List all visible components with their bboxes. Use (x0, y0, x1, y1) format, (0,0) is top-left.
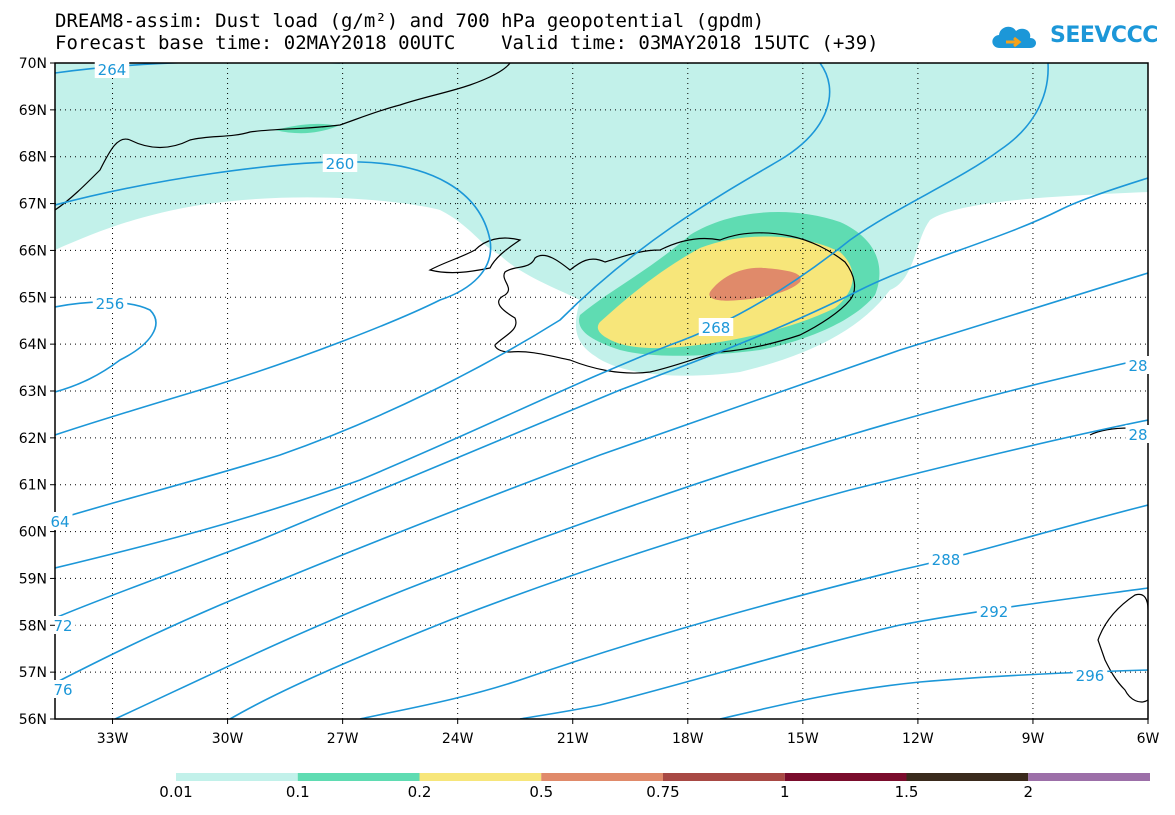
axes: 33W 30W 27W 24W 21W 18W 15W 12W 9W 6W 70N 69N 68N 67N… (19, 56, 1160, 747)
contour-292 (519, 587, 1148, 719)
scotland-coast (1097, 593, 1148, 703)
contour-label: 268 (702, 319, 731, 337)
contour-label-bg (698, 318, 734, 336)
iceland-westfjords (428, 237, 522, 274)
contour-label-bg (1125, 425, 1151, 443)
contour-label: 28 (1128, 357, 1147, 375)
contour-label-bg (50, 680, 76, 698)
x-tick-label: 30W (212, 731, 244, 747)
x-tick-label: 6W (1137, 731, 1160, 747)
contour-label: 292 (980, 603, 1009, 621)
x-tick-label: 24W (442, 731, 474, 747)
colorbar-segment (297, 773, 420, 781)
contour-268 (55, 63, 1049, 569)
y-tick-label: 58N (19, 618, 47, 634)
contour-label-bg (92, 294, 128, 312)
y-tick-label: 63N (19, 384, 47, 400)
y-tick-label: 66N (19, 243, 47, 259)
contour-284 (229, 419, 1148, 719)
contour-label-bg (50, 616, 76, 634)
x-tick-label: 9W (1022, 731, 1045, 747)
colorbar-segment (1028, 773, 1150, 781)
y-tick-label: 65N (19, 290, 47, 306)
greenland-coast (55, 63, 511, 211)
contour-label-bg (1072, 666, 1108, 684)
colorbar-label: 0.5 (529, 783, 554, 801)
colorbar-label: 0.2 (407, 783, 432, 801)
graticule (55, 63, 1148, 719)
contour-label-bg (1125, 356, 1151, 374)
contour-label-bg (322, 154, 358, 172)
y-tick-label: 67N (19, 197, 47, 213)
contour-label-bg (976, 602, 1012, 620)
iceland-coast (494, 232, 856, 374)
contour-288 (359, 504, 1148, 719)
chart-title: DREAM8-assim: Dust load (g/m²) and 700 h… (55, 10, 765, 32)
contour-260 (55, 161, 492, 436)
colorbar-segment (663, 773, 785, 781)
colorbar-label: 1.5 (894, 783, 919, 801)
y-tick-label: 64N (19, 337, 47, 353)
contour-264 (55, 63, 831, 521)
y-tick-label: 62N (19, 431, 47, 447)
coastlines (55, 63, 1148, 703)
contour-label: 288 (932, 551, 961, 569)
colorbar-label: 1 (779, 783, 790, 801)
y-tick-label: 70N (19, 56, 47, 72)
contour-272 (55, 177, 1148, 619)
contour-label-bg (47, 512, 73, 530)
x-tick-label: 33W (97, 731, 129, 747)
cloud-logo-icon (992, 26, 1036, 48)
x-tick-label: 27W (327, 731, 359, 747)
colorbar (176, 773, 1150, 781)
contour-label: 76 (53, 681, 72, 699)
colorbar-segment (784, 773, 907, 781)
colorbar-segment (906, 773, 1029, 781)
contour-label: 264 (98, 61, 127, 79)
contour-label: 256 (96, 295, 125, 313)
logo-text: SEEVCCC (1050, 23, 1158, 48)
x-tick-label: 21W (557, 731, 589, 747)
chart-subtitle: Forecast base time: 02MAY2018 00UTC Vali… (55, 32, 879, 54)
contour-280 (114, 357, 1148, 719)
colorbar-segment (419, 773, 542, 781)
dust-area-light (55, 63, 1148, 376)
y-tick-label: 60N (19, 525, 47, 541)
contour-label: 72 (53, 617, 72, 635)
y-tick-label: 57N (19, 665, 47, 681)
colorbar-label: 0.1 (285, 783, 310, 801)
contour-label: 28 (1128, 426, 1147, 444)
x-tick-label: 18W (672, 731, 704, 747)
contour-label: 296 (1076, 667, 1105, 685)
geopotential-contours (55, 63, 1148, 719)
x-tick-label: 15W (787, 731, 819, 747)
contour-276 (55, 272, 1148, 684)
colorbar-label: 0.01 (159, 783, 193, 801)
contour-label: 64 (50, 513, 69, 531)
map-area (55, 63, 1148, 719)
colorbar-segment (541, 773, 663, 781)
colorbar-label: 0.75 (646, 783, 680, 801)
colorbar-segment (176, 773, 298, 781)
x-tick-label: 12W (902, 731, 934, 747)
y-tick-label: 61N (19, 478, 47, 494)
contour-label: 260 (326, 155, 355, 173)
colorbar-label: 2 (1023, 783, 1034, 801)
y-tick-label: 56N (19, 712, 47, 728)
contour-labels: 264 260 256 268 64 72 76 288 292 28 28 296 (47, 60, 1151, 699)
contour-label-bg (94, 60, 130, 78)
y-tick-label: 68N (19, 150, 47, 166)
y-tick-label: 69N (19, 103, 47, 119)
contour-264-north (55, 63, 340, 74)
contour-label-bg (928, 550, 964, 568)
contour-256 (55, 301, 157, 393)
y-tick-label: 59N (19, 571, 47, 587)
